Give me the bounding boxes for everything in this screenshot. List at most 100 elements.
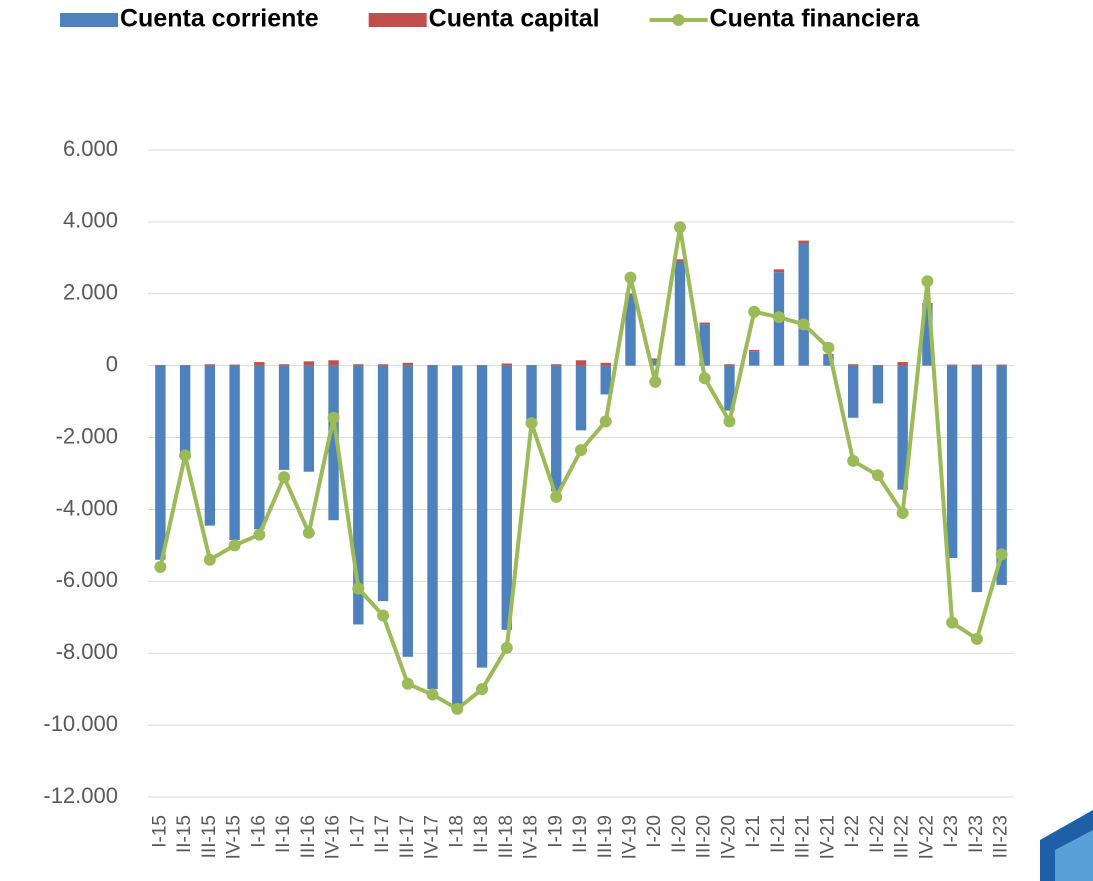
bar xyxy=(427,366,437,689)
x-tick-label: II-19 xyxy=(570,815,591,853)
marker xyxy=(204,554,216,566)
marker xyxy=(971,633,983,645)
x-tick-label: II-18 xyxy=(471,815,492,853)
marker xyxy=(526,417,538,429)
logo xyxy=(1040,810,1093,881)
bar xyxy=(526,366,536,420)
chart: -12.000-10.000-8.000-6.000-4.000-2.00002… xyxy=(0,0,1093,881)
x-tick-label: II-21 xyxy=(768,815,789,853)
marker xyxy=(427,689,439,701)
marker xyxy=(773,311,785,323)
x-tick-label: III-22 xyxy=(892,815,913,858)
bar xyxy=(279,364,289,365)
x-tick-label: III-17 xyxy=(397,815,418,858)
bar xyxy=(972,366,982,592)
x-tick-label: IV-20 xyxy=(718,815,739,859)
x-tick-label: IV-17 xyxy=(422,815,443,859)
marker xyxy=(476,683,488,695)
y-tick-label: 2.000 xyxy=(63,280,118,305)
bar xyxy=(749,351,759,365)
bar xyxy=(403,366,413,657)
bar xyxy=(947,365,957,366)
y-tick-label: -10.000 xyxy=(43,711,118,736)
bar xyxy=(452,366,462,706)
bar xyxy=(576,360,586,365)
bar xyxy=(700,323,710,325)
marker xyxy=(501,642,513,654)
x-tick-label: I-21 xyxy=(743,815,764,848)
x-tick-label: III-16 xyxy=(298,815,319,858)
marker xyxy=(550,491,562,503)
legend-symbol xyxy=(60,13,118,27)
marker xyxy=(996,548,1008,560)
marker xyxy=(600,415,612,427)
marker xyxy=(946,617,958,629)
bar xyxy=(576,366,586,431)
x-tick-label: I-17 xyxy=(347,815,368,848)
y-tick-label: -6.000 xyxy=(56,567,118,592)
marker xyxy=(822,342,834,354)
bar xyxy=(378,364,388,365)
y-tick-label: 0 xyxy=(106,351,118,376)
bar xyxy=(378,366,388,601)
bar xyxy=(180,365,190,366)
x-tick-label: I-15 xyxy=(149,815,170,848)
x-tick-label: III-18 xyxy=(496,815,517,858)
bar xyxy=(180,366,190,456)
marker xyxy=(402,678,414,690)
y-tick-label: -2.000 xyxy=(56,423,118,448)
bar xyxy=(229,366,239,540)
x-tick-label: II-22 xyxy=(867,815,888,853)
marker xyxy=(723,415,735,427)
bar xyxy=(848,366,858,418)
bar xyxy=(304,366,314,472)
x-tick-label: I-20 xyxy=(644,815,665,848)
x-tick-label: I-19 xyxy=(545,815,566,848)
marker xyxy=(872,469,884,481)
bar xyxy=(798,241,808,244)
legend-label: Cuenta capital xyxy=(429,5,600,33)
x-tick-label: II-15 xyxy=(174,815,195,853)
bar xyxy=(328,360,338,365)
bar xyxy=(502,364,512,366)
x-tick-label: IV-22 xyxy=(916,815,937,859)
bar xyxy=(873,365,883,366)
marker xyxy=(897,507,909,519)
marker xyxy=(921,275,933,287)
x-tick-label: IV-19 xyxy=(620,815,641,859)
x-tick-label: III-15 xyxy=(199,815,220,858)
bar xyxy=(897,362,907,366)
bar xyxy=(873,366,883,404)
marker xyxy=(674,221,686,233)
x-tick-label: IV-15 xyxy=(224,815,245,859)
bar xyxy=(798,243,808,365)
marker xyxy=(624,272,636,284)
x-tick-label: I-16 xyxy=(248,815,269,848)
y-tick-label: -12.000 xyxy=(43,783,118,808)
bar xyxy=(229,365,239,366)
bar xyxy=(254,362,264,366)
bar xyxy=(205,364,215,365)
bar xyxy=(551,364,561,365)
bar xyxy=(205,366,215,526)
x-tick-label: II-16 xyxy=(273,815,294,853)
x-tick-label: I-23 xyxy=(941,815,962,848)
bar xyxy=(774,269,784,272)
marker xyxy=(303,527,315,539)
marker xyxy=(328,412,340,424)
bar xyxy=(155,366,165,560)
x-tick-label: III-19 xyxy=(595,815,616,858)
marker xyxy=(154,561,166,573)
bar xyxy=(675,261,685,365)
bar xyxy=(947,366,957,558)
x-tick-label: IV-18 xyxy=(521,815,542,859)
bar xyxy=(254,366,264,530)
bar xyxy=(972,365,982,366)
legend-label: Cuenta corriente xyxy=(120,5,319,33)
x-tick-label: IV-16 xyxy=(323,815,344,859)
marker xyxy=(377,609,389,621)
marker xyxy=(798,318,810,330)
marker xyxy=(699,372,711,384)
marker xyxy=(179,450,191,462)
x-tick-label: III-23 xyxy=(991,815,1012,858)
